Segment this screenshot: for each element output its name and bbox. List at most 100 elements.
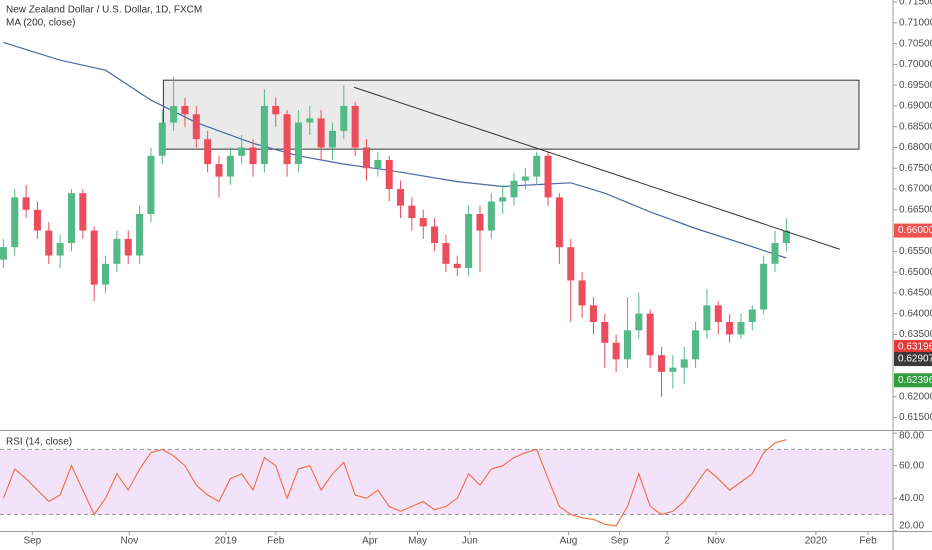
y-tick-label: 0.71500: [899, 0, 932, 8]
y-tick-label: 0.69000: [899, 101, 932, 112]
candle-body: [192, 114, 200, 140]
candle-body: [680, 359, 688, 368]
candle-body: [33, 209, 41, 231]
candle-body: [533, 155, 541, 177]
x-tick-label: Apr: [362, 536, 378, 547]
y-tick-label: 0.63500: [899, 329, 932, 340]
price-label: 0.62396: [898, 375, 932, 386]
trendline: [353, 86, 840, 250]
y-tick-label: 0.69500: [899, 80, 932, 91]
candle-body: [521, 176, 529, 181]
candle-body: [419, 218, 427, 227]
candle-body: [102, 263, 110, 285]
candle-body: [748, 309, 756, 322]
candle-body: [306, 118, 314, 123]
candle-body: [782, 230, 790, 244]
candle-body: [238, 147, 246, 156]
candle-body: [11, 197, 19, 248]
x-tick-label: 2019: [215, 536, 238, 547]
price-label: 0.66000: [898, 225, 932, 236]
x-tick-label: Sep: [611, 536, 629, 547]
candle-body: [170, 105, 178, 123]
y-tick-label: 0.70000: [899, 59, 932, 70]
candle-body: [294, 122, 302, 165]
candle-body: [635, 313, 643, 331]
candle-body: [453, 263, 461, 268]
candle-body: [79, 193, 87, 231]
candle-body: [567, 247, 575, 281]
candle-body: [90, 230, 98, 285]
candle-body: [431, 226, 439, 244]
candle-body: [658, 355, 666, 372]
zone-rect: [162, 79, 860, 150]
rsi-title: RSI (14, close): [6, 437, 72, 448]
candle-body: [703, 305, 711, 331]
x-tick-label: Feb: [267, 536, 285, 547]
x-tick-label: Feb: [859, 536, 877, 547]
y-tick-label: 0.68000: [899, 142, 932, 153]
candle-body: [760, 263, 768, 310]
candle-body: [0, 247, 7, 260]
candle-body: [601, 321, 609, 343]
candle-body: [351, 105, 359, 148]
y-tick-label: 80.00: [899, 431, 924, 442]
y-tick-label: 0.65000: [899, 267, 932, 278]
candle-body: [283, 114, 291, 165]
ma-line: [3, 41, 787, 259]
y-tick-label: 40.00: [899, 493, 924, 504]
price-label-bg: [894, 352, 932, 367]
candle-body: [623, 330, 632, 360]
rsi-pane: [0, 439, 893, 527]
candle-body: [465, 213, 473, 268]
rsi-band: [0, 449, 893, 515]
candle-body: [714, 305, 722, 322]
candle-body: [578, 280, 586, 306]
price-label-bg: [894, 223, 932, 238]
candle-body: [340, 105, 348, 131]
candle-body: [136, 213, 144, 256]
candle-body: [589, 305, 597, 322]
candle-body: [328, 130, 336, 148]
candle-body: [272, 105, 280, 115]
y-tick-label: 0.64000: [899, 308, 932, 319]
candle-body: [555, 197, 563, 248]
candle-body: [737, 321, 745, 335]
candle-body: [67, 193, 76, 244]
candle-body: [544, 155, 552, 198]
candle-body: [22, 197, 30, 210]
candle-body: [204, 139, 212, 165]
candle-body: [158, 122, 166, 156]
y-tick-label: 0.71000: [899, 17, 932, 28]
x-tick-label: May: [408, 536, 427, 547]
y-tick-label: 0.66500: [899, 204, 932, 215]
candle-body: [612, 342, 620, 360]
candle-body: [397, 189, 405, 206]
price-label: 0.63196: [898, 342, 932, 353]
rsi-line: [2, 439, 787, 527]
x-tick-label: 2: [664, 536, 670, 547]
price-label: 0.62907: [898, 354, 932, 365]
candle-body: [726, 321, 734, 335]
candle-body: [669, 367, 677, 372]
chart-title: New Zealand Dollar / U.S. Dollar, 1D, FX…: [6, 5, 202, 16]
price-pane: [0, 41, 860, 397]
x-tick-label: Sep: [23, 536, 41, 547]
candle-body: [215, 164, 223, 177]
candle-body: [181, 105, 189, 115]
x-tick-label: Jun: [462, 536, 478, 547]
candle-body: [317, 118, 325, 148]
y-tick-label: 0.64500: [899, 288, 932, 299]
candle-body: [124, 238, 132, 256]
y-tick-label: 0.67000: [899, 184, 932, 195]
candle-body: [476, 213, 484, 231]
y-tick-label: 0.65500: [899, 246, 932, 257]
candle-body: [362, 147, 371, 169]
y-tick-label: 0.67500: [899, 163, 932, 174]
x-tick-label: Nov: [120, 536, 138, 547]
candle-body: [249, 147, 257, 165]
y-tick-label: 60.00: [899, 460, 924, 471]
price-label-bg: [894, 373, 932, 388]
candle-body: [113, 238, 121, 264]
y-tick-label: 0.70500: [899, 38, 932, 49]
